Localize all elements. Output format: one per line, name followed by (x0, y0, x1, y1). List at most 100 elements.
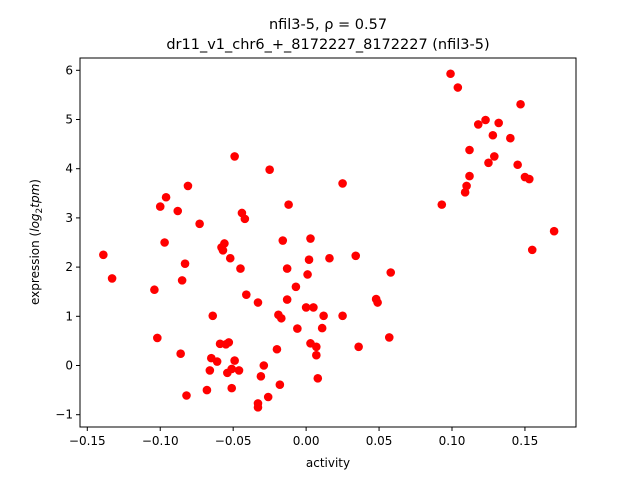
data-point (177, 276, 187, 285)
y-tick-label: 6 (65, 63, 73, 77)
data-point (481, 115, 490, 125)
data-point (230, 152, 239, 161)
data-point (265, 165, 274, 174)
x-axis-label: activity (306, 456, 350, 470)
data-point (386, 268, 396, 277)
data-point (240, 214, 250, 224)
y-axis-label-suffix: ) (28, 179, 42, 184)
data-point (227, 364, 237, 374)
data-point (304, 255, 314, 265)
data-point (205, 366, 215, 375)
y-tick-label: 1 (65, 309, 73, 323)
data-point (312, 342, 321, 352)
data-point (465, 145, 474, 155)
data-point (224, 338, 234, 347)
data-points (99, 69, 559, 412)
data-point (282, 295, 292, 304)
data-point (490, 152, 499, 161)
data-point (227, 383, 237, 393)
data-point (437, 200, 447, 209)
data-point (527, 245, 537, 255)
y-tick-label: 3 (65, 211, 73, 225)
data-point (525, 174, 534, 184)
data-point (516, 99, 525, 109)
data-point (253, 298, 263, 307)
data-point (160, 238, 169, 247)
y-tick-label: 2 (65, 260, 73, 274)
y-axis-label: expression (log2tpm) (28, 179, 45, 305)
data-point (220, 239, 229, 248)
data-point (351, 251, 361, 261)
data-point (278, 236, 288, 245)
data-point (303, 270, 312, 279)
data-point (325, 253, 334, 263)
data-point (293, 324, 302, 333)
y-axis-label-math: log (28, 213, 42, 232)
y-tick-label: −1 (55, 408, 73, 422)
data-point (212, 357, 222, 366)
data-point (256, 372, 266, 381)
data-point (284, 200, 293, 209)
data-point (460, 188, 470, 197)
data-point (275, 380, 285, 389)
data-point (312, 350, 321, 360)
data-point (263, 392, 273, 402)
data-point (513, 160, 522, 170)
y-axis-label-prefix: expression ( (28, 232, 42, 305)
data-point (506, 133, 515, 143)
data-point (230, 356, 239, 365)
data-point (107, 274, 117, 283)
x-tick-label: 0.10 (439, 434, 466, 448)
data-point (494, 118, 503, 128)
data-point (384, 333, 394, 342)
data-point (218, 246, 228, 255)
data-point (195, 219, 204, 229)
data-point (225, 253, 235, 263)
data-point (317, 323, 327, 333)
data-point (236, 264, 245, 273)
y-tick-label: 4 (65, 162, 73, 176)
y-axis-label-math-2: tpm (28, 184, 42, 208)
data-point (373, 298, 382, 307)
data-point (180, 259, 190, 268)
data-point (153, 333, 162, 343)
data-point (150, 285, 159, 295)
data-point (253, 403, 263, 412)
x-tick-label: −0.15 (69, 434, 106, 448)
data-point (473, 120, 483, 129)
y-axis-ticks: −1 0 1 2 3 4 5 6 (55, 63, 80, 422)
plot-frame (79, 57, 577, 428)
data-point (549, 226, 559, 236)
data-point (99, 250, 108, 260)
data-point (291, 282, 301, 292)
data-point (155, 202, 165, 211)
data-point (242, 290, 251, 299)
data-point (234, 366, 244, 375)
data-point (354, 342, 363, 352)
data-point (462, 181, 471, 191)
data-point (176, 349, 185, 358)
x-tick-label: −0.05 (215, 434, 252, 448)
data-point (446, 69, 455, 79)
data-point (338, 311, 347, 321)
plot-area (80, 58, 576, 427)
data-point (208, 311, 218, 321)
data-point (319, 311, 328, 321)
chart-subtitle: dr11_v1_chr6_+_8172227_8172227 (nfil3-5) (166, 37, 489, 53)
data-point (301, 303, 311, 312)
chart-title: nfil3-5, ρ = 0.57 (269, 17, 387, 33)
data-point (313, 373, 323, 383)
data-point (277, 313, 286, 323)
data-point (338, 179, 347, 188)
x-tick-label: 0.15 (512, 434, 539, 448)
data-point (465, 171, 474, 181)
y-tick-label: 0 (65, 359, 73, 373)
x-tick-label: 0.05 (366, 434, 393, 448)
data-point (453, 83, 463, 92)
x-tick-label: 0.00 (293, 434, 320, 448)
data-point (161, 192, 171, 202)
y-axis-label-subscript: 2 (35, 208, 45, 214)
data-point (202, 385, 212, 395)
data-point (259, 361, 269, 370)
